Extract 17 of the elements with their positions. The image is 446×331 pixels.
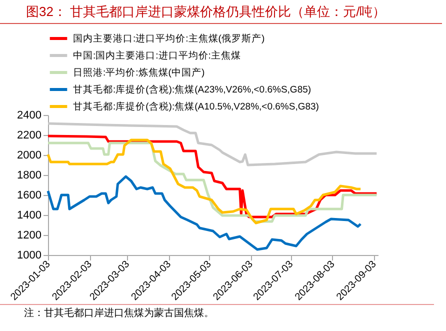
- legend-label: 甘其毛都:库提价(含税):焦煤(A23%,V26%,<0.6%S,G85): [73, 84, 312, 96]
- legend-label: 中国:国内主要港口:进口平均价:主焦煤: [73, 50, 241, 62]
- line-series: [46, 175, 362, 251]
- chart-title: 图32： 甘其毛都口岸进口蒙煤价格仍具性价比（单位：元/吨）: [0, 0, 442, 24]
- y-tick-label: 2400: [17, 110, 42, 122]
- y-tick-label: 1000: [17, 250, 42, 262]
- y-tick-label: 1400: [17, 210, 42, 222]
- legend-label: 国内主要港口:进口平均价:主焦煤(俄罗斯产): [73, 32, 265, 44]
- line-series: [46, 122, 378, 166]
- legend-label: 日照港:平均价:炼焦煤(中国产): [73, 66, 205, 78]
- text: 注：甘其毛都口岸进口焦煤为蒙古国焦煤。: [24, 306, 215, 320]
- y-tick-label: 2000: [17, 150, 42, 162]
- y-tick-label: 1800: [17, 170, 42, 182]
- legend-label: 甘其毛都:库提价(含税):焦煤(A10.5%,V28%,<0.6%S,G83): [73, 100, 319, 112]
- y-tick-label: 2200: [17, 130, 42, 142]
- y-tick-label: 1600: [17, 190, 42, 202]
- y-tick-label: 1200: [17, 230, 42, 242]
